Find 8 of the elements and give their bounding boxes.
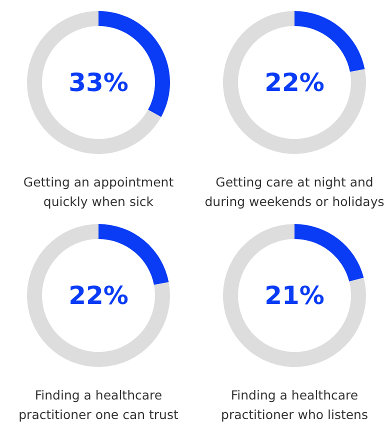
text: 22% [68,281,128,310]
text: 21% [264,281,324,310]
text: Getting care at night and during weekends or holidays [204,174,384,209]
text: 33% [68,68,128,97]
text: Getting an appointment quickly when sick [23,174,174,209]
text: Finding a healthcare practitioner who listens [221,388,368,422]
text: Finding a healthcare practitioner one can trust [18,388,178,422]
text: 22% [264,68,324,97]
